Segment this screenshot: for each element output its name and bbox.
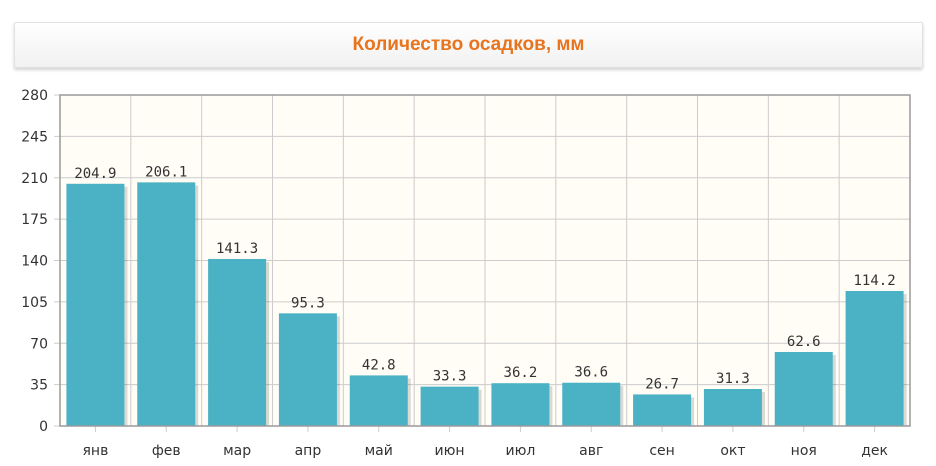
data-label: 42.8 (362, 357, 396, 373)
bar (703, 388, 762, 426)
x-axis: янв фев мар апр май июн июл авг сен окт ноя дек (83, 426, 888, 459)
data-label: 95.3 (291, 295, 325, 311)
data-labels: 204.9 206.1 141.3 95.3 42.8 33.3 36.2 36.6 26.7 3… (74, 164, 895, 392)
bar (349, 375, 408, 426)
x-tick-label: июл (505, 443, 535, 459)
bar (633, 394, 692, 426)
bar (137, 182, 196, 426)
data-label: 31.3 (716, 371, 750, 387)
bar (562, 382, 621, 426)
bars (66, 182, 907, 426)
data-label: 36.2 (504, 365, 538, 381)
data-label: 206.1 (145, 164, 187, 180)
data-label: 114.2 (854, 273, 896, 289)
plot-border (59, 94, 911, 427)
bar (208, 258, 267, 426)
grid (60, 95, 910, 426)
x-tick-label: июн (435, 443, 465, 459)
data-label: 204.9 (74, 166, 116, 182)
chart-title: Количество осадков, мм (352, 34, 585, 55)
bar (774, 351, 833, 426)
bar (66, 183, 125, 426)
x-tick-label: окт (720, 443, 745, 459)
x-tick-label: апр (295, 443, 322, 459)
data-label: 62.6 (787, 334, 821, 350)
bar (845, 290, 904, 426)
x-tick-label: дек (861, 443, 888, 459)
y-tick-label: 245 (21, 129, 48, 145)
y-tick-label: 0 (39, 419, 48, 435)
y-tick-label: 70 (30, 336, 48, 352)
data-label: 141.3 (216, 241, 258, 257)
data-label: 26.7 (645, 376, 679, 392)
bar (420, 386, 479, 426)
x-tick-label: янв (83, 443, 109, 459)
chart-title-bar: Количество осадков, мм (14, 22, 923, 68)
bar (278, 313, 337, 426)
x-tick-label: мар (223, 443, 251, 459)
x-tick-label: май (365, 443, 393, 459)
y-tick-label: 175 (21, 212, 48, 228)
x-tick-label: ноя (791, 443, 817, 459)
y-tick-label: 210 (21, 171, 48, 187)
bar (491, 383, 550, 426)
y-tick-label: 35 (30, 378, 48, 394)
y-tick-label: 280 (21, 88, 48, 104)
y-tick-label: 105 (21, 295, 48, 311)
x-tick-label: фев (152, 443, 181, 459)
data-label: 36.6 (574, 365, 608, 381)
data-label: 33.3 (433, 369, 467, 385)
y-tick-label: 140 (21, 254, 48, 270)
y-axis: 0 35 70 105 140 175 210 245 280 (21, 88, 60, 435)
x-tick-label: сен (649, 443, 674, 459)
x-tick-label: авг (579, 443, 603, 459)
